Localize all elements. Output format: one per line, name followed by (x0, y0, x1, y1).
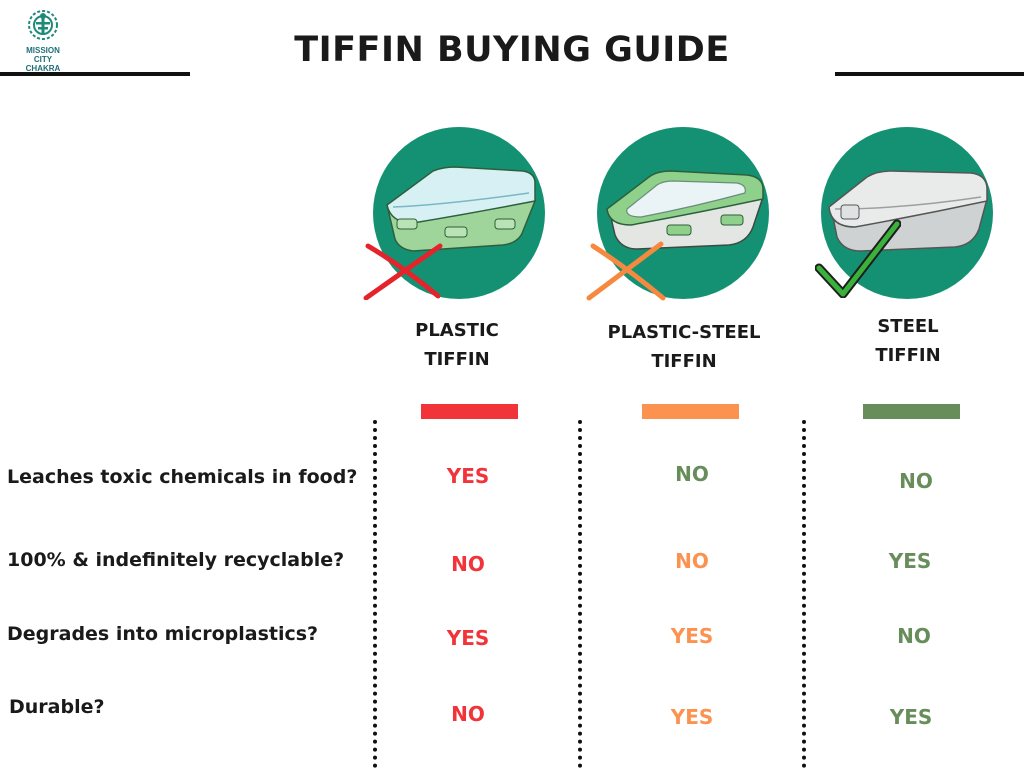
logo-line-1: MISSION (26, 46, 60, 55)
page-title: TIFFIN BUYING GUIDE (294, 30, 730, 70)
answer-plastic-steel-recyclable: NO (675, 549, 709, 573)
product-label-steel: STEEL TIFFIN (808, 312, 1008, 370)
product-label-plastic-steel: PLASTIC-STEEL TIFFIN (584, 318, 784, 376)
answer-steel-durable: YES (889, 705, 933, 729)
product-label-plastic-line1: PLASTIC (415, 320, 499, 341)
answer-steel-toxic: NO (899, 469, 933, 493)
answer-plastic-durable: NO (451, 702, 485, 726)
question-durable: Durable? (9, 696, 105, 718)
swatch-steel (863, 404, 960, 419)
cross-orange-icon (586, 241, 666, 301)
steel-box-icon (828, 170, 988, 252)
answer-plastic-toxic: YES (446, 464, 490, 488)
product-label-steel-line1: STEEL (877, 316, 939, 337)
swatch-plastic-steel (642, 404, 739, 419)
plastic-tiffin-image (373, 127, 545, 299)
answer-plastic-steel-microplastics: YES (670, 624, 714, 648)
answer-plastic-steel-durable: YES (670, 705, 714, 729)
check-green-icon (815, 219, 901, 298)
plastic-box-icon (386, 166, 537, 252)
logo-line-2: CITY CHAKRA (25, 55, 61, 73)
answer-steel-recyclable: YES (888, 549, 932, 573)
answer-plastic-recyclable: NO (451, 552, 485, 576)
product-label-plastic-steel-line2: TIFFIN (651, 351, 717, 372)
product-label-plastic: PLASTIC TIFFIN (357, 316, 557, 374)
header-rule-right (835, 72, 1024, 76)
question-toxic-chemicals: Leaches toxic chemicals in food? (7, 466, 358, 488)
steel-tiffin-image (821, 127, 993, 299)
answer-plastic-microplastics: YES (446, 626, 490, 650)
header-rule-left (0, 72, 190, 76)
question-microplastics: Degrades into microplastics? (7, 623, 319, 645)
column-divider (578, 420, 582, 768)
product-label-plastic-line2: TIFFIN (424, 349, 490, 370)
column-divider (802, 420, 806, 768)
answer-plastic-steel-toxic: NO (675, 462, 709, 486)
column-divider (373, 420, 377, 768)
swatch-plastic (421, 404, 518, 419)
chakra-tree-icon (28, 10, 58, 40)
mission-city-chakra-logo: MISSION CITY CHAKRA (20, 8, 66, 73)
product-label-plastic-steel-line1: PLASTIC-STEEL (607, 322, 761, 343)
plastic-steel-box-icon (606, 170, 765, 250)
answer-steel-microplastics: NO (897, 624, 931, 648)
question-recyclable: 100% & indefinitely recyclable? (7, 549, 345, 571)
cross-red-icon (363, 243, 443, 300)
product-label-steel-line2: TIFFIN (875, 345, 941, 366)
